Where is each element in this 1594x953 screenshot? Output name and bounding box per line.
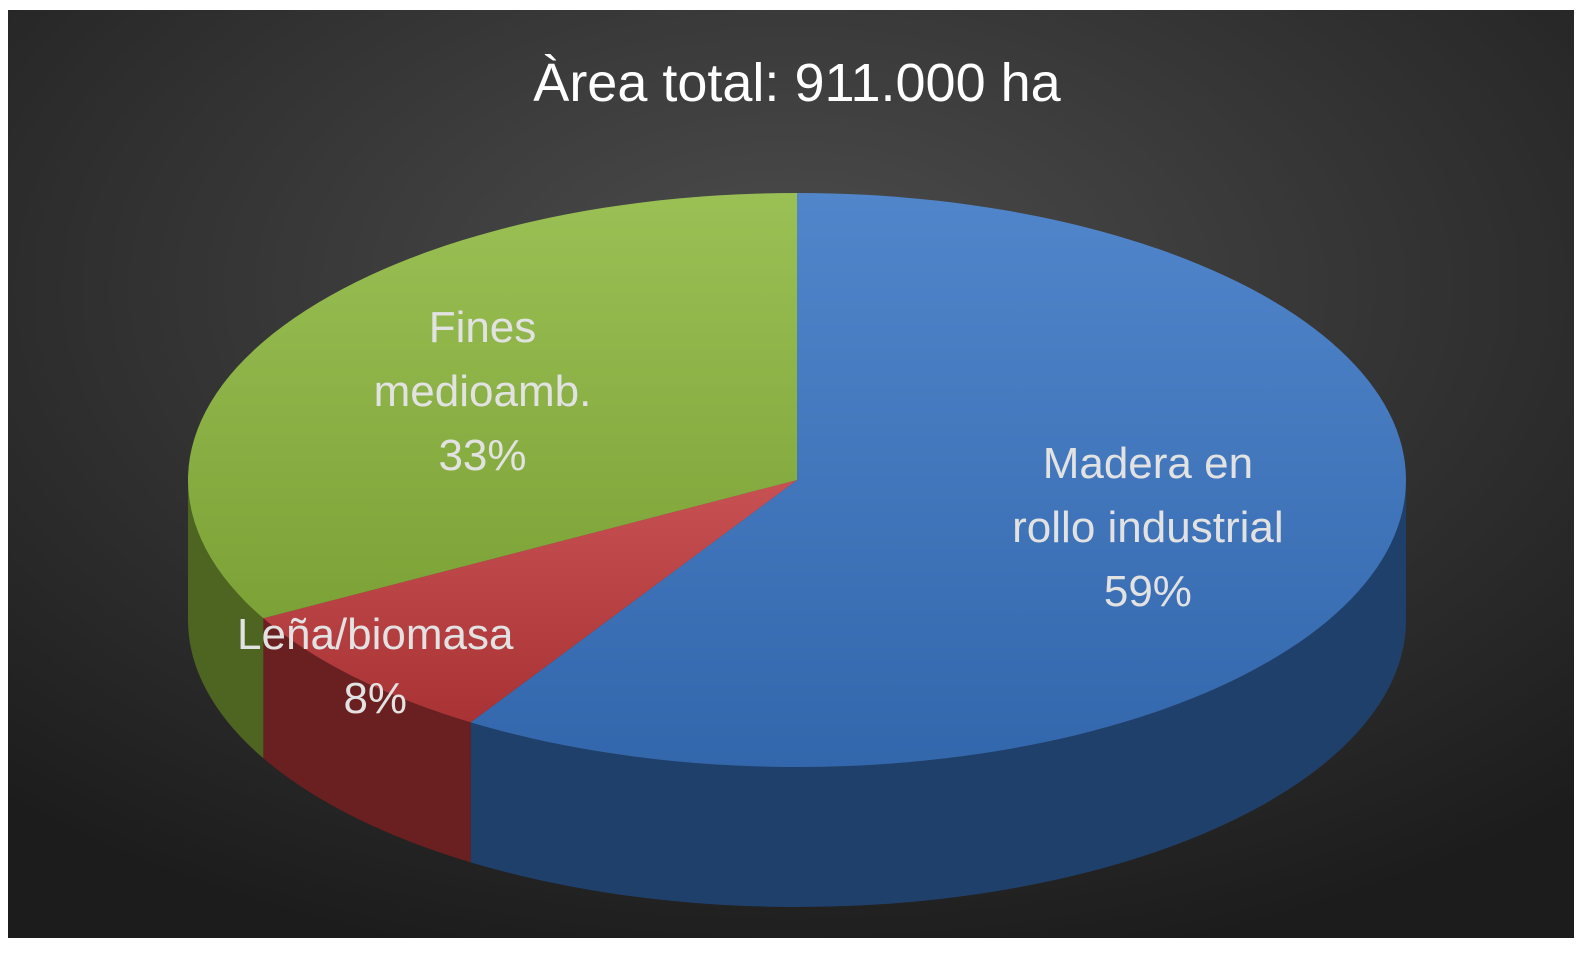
chart-title: Àrea total: 911.000 ha — [533, 53, 1061, 113]
value-label: 59% — [1103, 567, 1192, 617]
category-label: Madera en rollo industrial — [1012, 439, 1284, 553]
slice-side — [263, 618, 471, 863]
category-label: Fines medioamb. — [373, 303, 592, 417]
pie — [188, 193, 1406, 907]
slice-label: Madera en rollo industrial 59% — [1003, 432, 1293, 624]
category-label: Leña/biomasa — [237, 609, 514, 659]
slice-label: Leña/biomasa 8% — [230, 603, 520, 731]
slice-shade — [470, 193, 1406, 768]
slice-side — [188, 480, 264, 759]
slice-shade — [188, 193, 798, 619]
slice-label: Fines medioamb. 33% — [337, 296, 627, 488]
value-label: 8% — [343, 673, 408, 723]
slice-side — [470, 480, 1406, 907]
value-label: 33% — [438, 431, 527, 481]
slice-shade — [263, 480, 797, 723]
